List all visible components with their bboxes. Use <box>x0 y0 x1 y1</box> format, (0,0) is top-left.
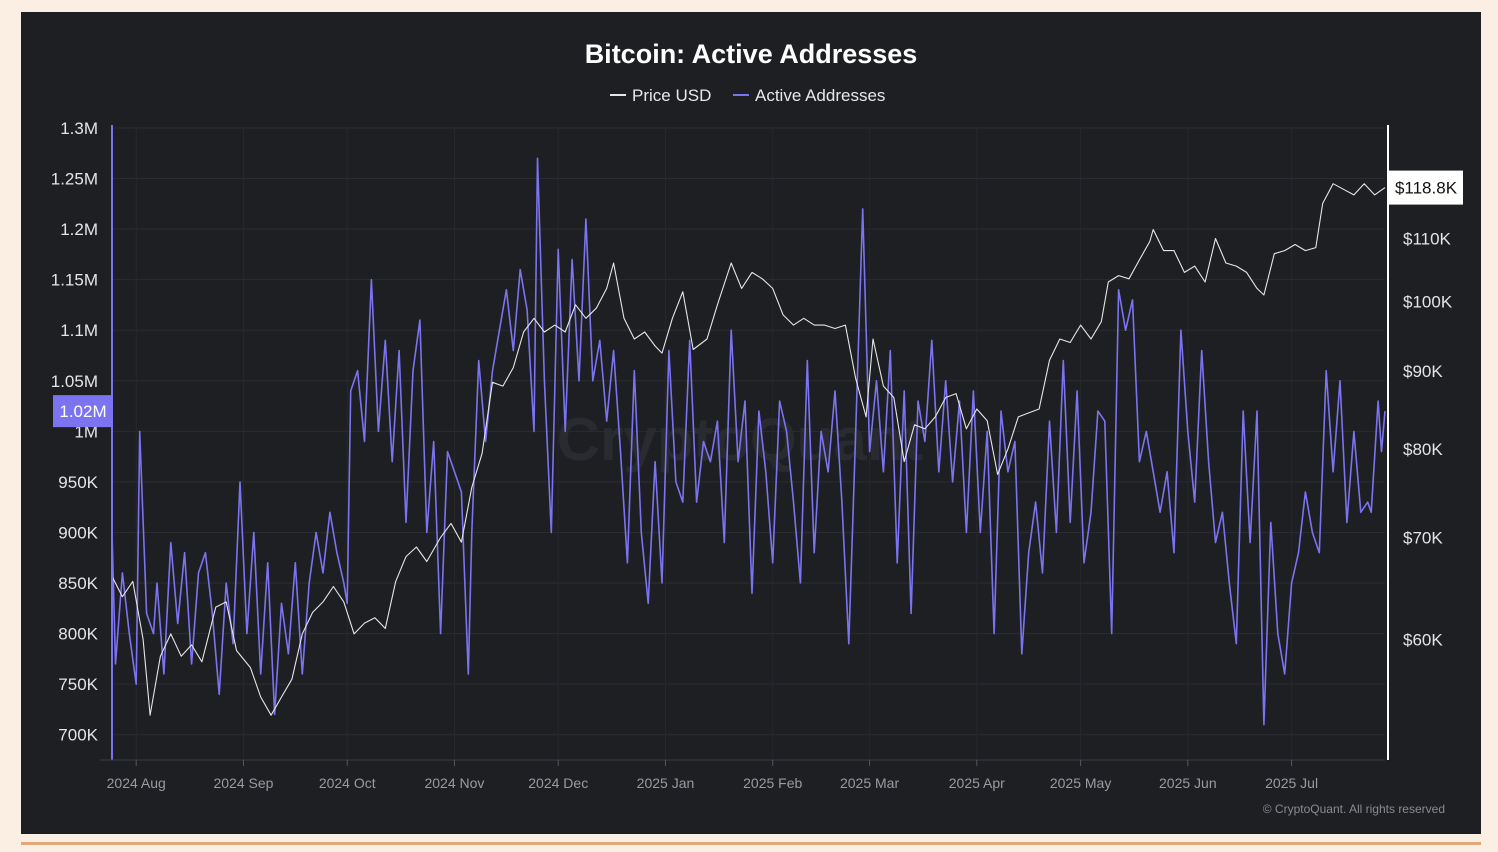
y-tick-label-left: 900K <box>58 523 98 542</box>
x-tick-label: 2025 Jan <box>637 775 695 791</box>
y-tick-label-left: 1.05M <box>51 372 98 391</box>
y-tick-label-left: 1.3M <box>60 119 98 138</box>
y-tick-label-right: $100K <box>1403 293 1453 312</box>
legend-label-active-addresses[interactable]: Active Addresses <box>755 86 885 105</box>
y-tick-label-right: $110K <box>1403 229 1452 248</box>
y-tick-label-left: 750K <box>58 675 98 694</box>
chart-panel <box>21 12 1481 834</box>
current-value-label-left: 1.02M <box>59 402 106 421</box>
x-tick-label: 2024 Dec <box>528 775 588 791</box>
legend: Price USD Active Addresses <box>610 86 885 105</box>
copyright: © CryptoQuant. All rights reserved <box>1263 802 1445 816</box>
x-tick-label: 2025 Apr <box>949 775 1005 791</box>
y-tick-label-right: $60K <box>1403 630 1443 649</box>
x-tick-label: 2025 Feb <box>743 775 802 791</box>
x-tick-label: 2025 May <box>1050 775 1111 791</box>
chart-title: Bitcoin: Active Addresses <box>585 39 918 69</box>
y-tick-label-right: $80K <box>1403 440 1443 459</box>
x-tick-label: 2024 Aug <box>107 775 166 791</box>
y-tick-label-right: $90K <box>1403 362 1443 381</box>
x-tick-label: 2024 Sep <box>213 775 273 791</box>
y-tick-label-left: 1.1M <box>60 321 98 340</box>
x-tick-label: 2025 Jul <box>1265 775 1318 791</box>
y-tick-label-left: 1.25M <box>51 170 98 189</box>
current-value-label-right: $118.8K <box>1395 179 1458 198</box>
x-tick-label: 2024 Oct <box>319 775 376 791</box>
y-tick-label-left: 700K <box>58 726 98 745</box>
y-tick-label-left: 850K <box>58 574 98 593</box>
y-tick-label-left: 1.15M <box>51 271 98 290</box>
axes: 700K750K800K850K900K950K1M1.05M1.1M1.15M… <box>51 119 1463 791</box>
y-tick-label-left: 800K <box>58 625 98 644</box>
series-line-active-addresses <box>111 157 1386 726</box>
y-tick-label-right: $70K <box>1403 528 1443 547</box>
current-value-badge-left <box>53 395 113 428</box>
x-tick-label: 2025 Jun <box>1159 775 1217 791</box>
x-tick-label: 2024 Nov <box>424 775 484 791</box>
legend-label-price[interactable]: Price USD <box>632 86 711 105</box>
y-tick-label-left: 950K <box>58 473 98 492</box>
series-layer <box>111 157 1386 726</box>
current-value-badge-right <box>1389 170 1463 205</box>
y-tick-label-left: 1.2M <box>60 220 98 239</box>
bottom-rule <box>21 842 1481 845</box>
x-tick-label: 2025 Mar <box>840 775 899 791</box>
series-line-price-usd <box>111 183 1386 716</box>
